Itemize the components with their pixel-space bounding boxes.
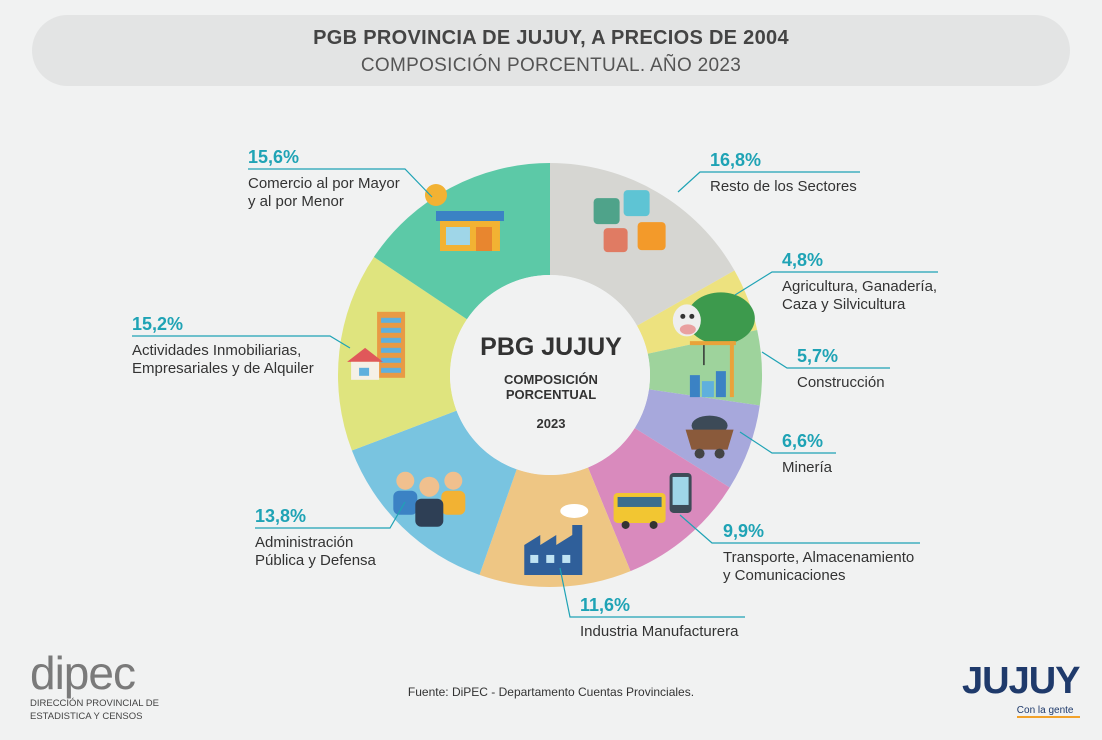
people-icon (393, 471, 466, 527)
slice-name-label-8-1: y al por Menor (248, 193, 344, 210)
leader-line-4 (679, 514, 920, 544)
leader-lines (132, 168, 938, 618)
puzzle-icon (593, 190, 666, 253)
dipec-subtitle-2: ESTADISTICA Y CENSOS (30, 711, 143, 722)
title-banner: PGB PROVINCIA DE JUJUY, A PRECIOS DE 200… (32, 15, 1070, 86)
slice-name-label-7-1: Empresariales y de Alquiler (132, 360, 314, 377)
slice-value-label-6: 13,8% (255, 506, 306, 526)
slice-labels: 16,8% Resto de los Sectores 4,8% Agricultur… (132, 147, 937, 640)
leader-line-2 (761, 351, 890, 369)
buildings-icon (347, 311, 406, 380)
center-title: PBG JUJUY (480, 333, 622, 361)
leader-line-1 (734, 271, 938, 296)
chart-subtitle: COMPOSICIÓN PORCENTUAL. AÑO 2023 (360, 55, 742, 76)
cow-field-icon (672, 292, 755, 345)
slice-name-label-6-0: Administración (255, 534, 353, 551)
slice-name-label-5-0: Industria Manufacturera (580, 623, 739, 640)
mine-cart-icon (685, 415, 734, 459)
jujuy-logo: JUJUY Con la gente (962, 662, 1080, 718)
slice-name-label-8-0: Comercio al por Mayor (248, 175, 400, 192)
jujuy-wordmark: JUJUY (962, 660, 1080, 702)
slice-name-label-1-0: Agricultura, Ganadería, (782, 278, 937, 295)
center-subtitle-1: COMPOSICIÓN (504, 372, 598, 387)
slice-5 (479, 467, 631, 587)
slice-name-label-7-0: Actividades Inmobiliarias, (132, 342, 301, 359)
slice-name-label-4-0: Transporte, Almacenamiento (723, 549, 914, 566)
slice-value-label-4: 9,9% (723, 521, 764, 541)
jujuy-tagline: Con la gente (1016, 705, 1080, 718)
dipec-wordmark: dipec (30, 647, 136, 699)
source-note: Fuente: DiPEC - Departamento Cuentas Pro… (407, 685, 695, 699)
donut-hole (450, 275, 650, 475)
slice-value-label-5: 11,6% (580, 595, 630, 615)
slice-icons (347, 184, 755, 575)
leader-line-5 (559, 567, 745, 618)
slice-name-label-6-1: Pública y Defensa (255, 552, 377, 569)
slice-value-label-1: 4,8% (782, 250, 823, 270)
leader-line-0 (677, 171, 860, 193)
dipec-logo: dipec DIRECCIÓN PROVINCIAL DE ESTADISTIC… (30, 650, 159, 722)
center-year: 2023 (537, 416, 566, 431)
crane-icon (689, 341, 736, 398)
slice-name-label-4-1: y Comunicaciones (723, 567, 846, 584)
leader-line-7 (132, 335, 351, 349)
dipec-subtitle-1: DIRECCIÓN PROVINCIAL DE (30, 698, 159, 709)
slice-name-label-1-1: Caza y Silvicultura (782, 296, 906, 313)
slice-name-label-2-0: Construcción (797, 374, 885, 391)
slice-value-label-8: 15,6% (248, 147, 299, 167)
donut-slices (338, 163, 762, 587)
store-icon (424, 184, 504, 252)
slice-name-label-0-0: Resto de los Sectores (710, 178, 857, 195)
factory-icon (524, 503, 589, 575)
leader-line-3 (739, 431, 836, 454)
leader-line-6 (255, 501, 406, 529)
slice-value-label-3: 6,6% (782, 431, 823, 451)
slice-value-label-2: 5,7% (797, 346, 838, 366)
bus-phone-icon (613, 472, 692, 529)
slice-value-label-0: 16,8% (710, 150, 761, 170)
center-subtitle-2: PORCENTUAL (506, 387, 596, 402)
slice-name-label-3-0: Minería (782, 459, 833, 476)
leader-line-8 (248, 168, 433, 198)
chart-title: PGB PROVINCIA DE JUJUY, A PRECIOS DE 200… (313, 27, 789, 49)
slice-value-label-7: 15,2% (132, 314, 183, 334)
